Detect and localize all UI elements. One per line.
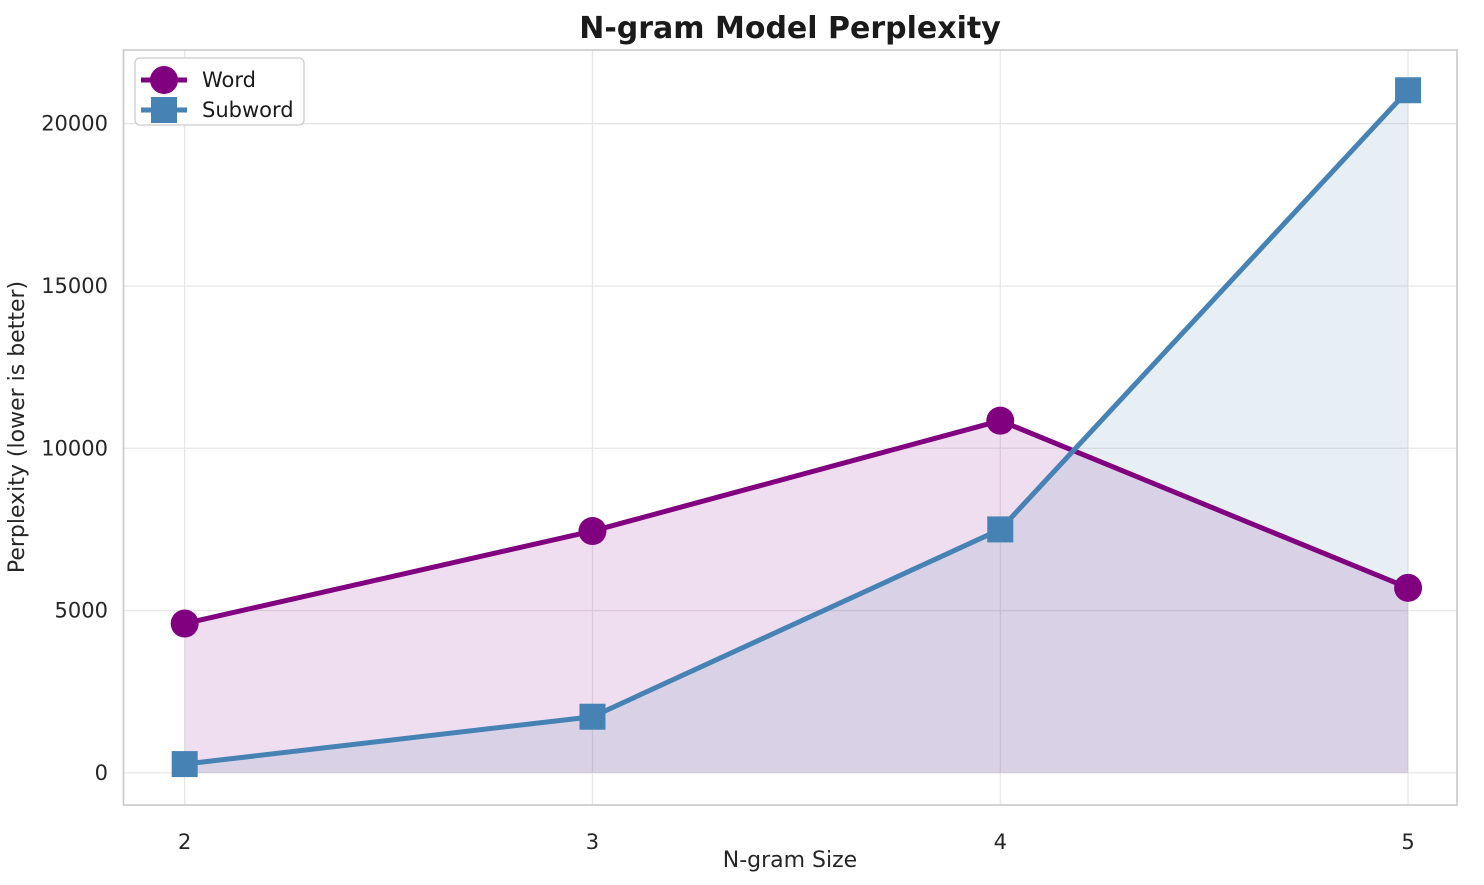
area-fill-word [184, 420, 1409, 773]
tick-labels: 0 5000 10000 15000 20000 2 3 4 5 [41, 112, 1415, 854]
chart-title: N-gram Model Perplexity [579, 11, 1001, 46]
area-fills [184, 90, 1409, 773]
y-tick-label: 10000 [41, 436, 108, 460]
circle-marker [578, 517, 607, 546]
area-fill-subword [184, 90, 1409, 773]
series-lines [182, 87, 1411, 767]
legend-circle-marker [150, 66, 178, 94]
y-tick-label: 15000 [41, 274, 108, 298]
x-tick-label: 3 [586, 830, 599, 854]
circle-marker [170, 609, 199, 638]
x-tick-label: 2 [178, 830, 191, 854]
x-tick-label: 4 [994, 830, 1007, 854]
x-axis-label: N-gram Size [723, 848, 857, 873]
circle-marker [986, 406, 1015, 435]
legend-label: Word [202, 68, 256, 92]
y-tick-label: 20000 [41, 112, 108, 136]
legend-label: Subword [202, 98, 294, 122]
y-tick-label: 5000 [55, 599, 108, 623]
square-marker [171, 751, 198, 778]
gridlines [123, 50, 1457, 805]
square-marker [579, 703, 606, 730]
x-tick-label: 5 [1401, 830, 1414, 854]
square-marker [987, 516, 1014, 543]
y-axis-label: Perplexity (lower is better) [5, 281, 30, 573]
plot-border [122, 49, 1458, 806]
series-markers [170, 77, 1423, 778]
y-tick-label: 0 [95, 761, 108, 785]
square-marker [1395, 77, 1422, 104]
legend: Word Subword [134, 57, 305, 126]
series-line-subword [182, 87, 1411, 767]
legend-square-marker [151, 97, 177, 123]
series-line-word [182, 418, 1411, 627]
circle-marker [1394, 573, 1423, 602]
